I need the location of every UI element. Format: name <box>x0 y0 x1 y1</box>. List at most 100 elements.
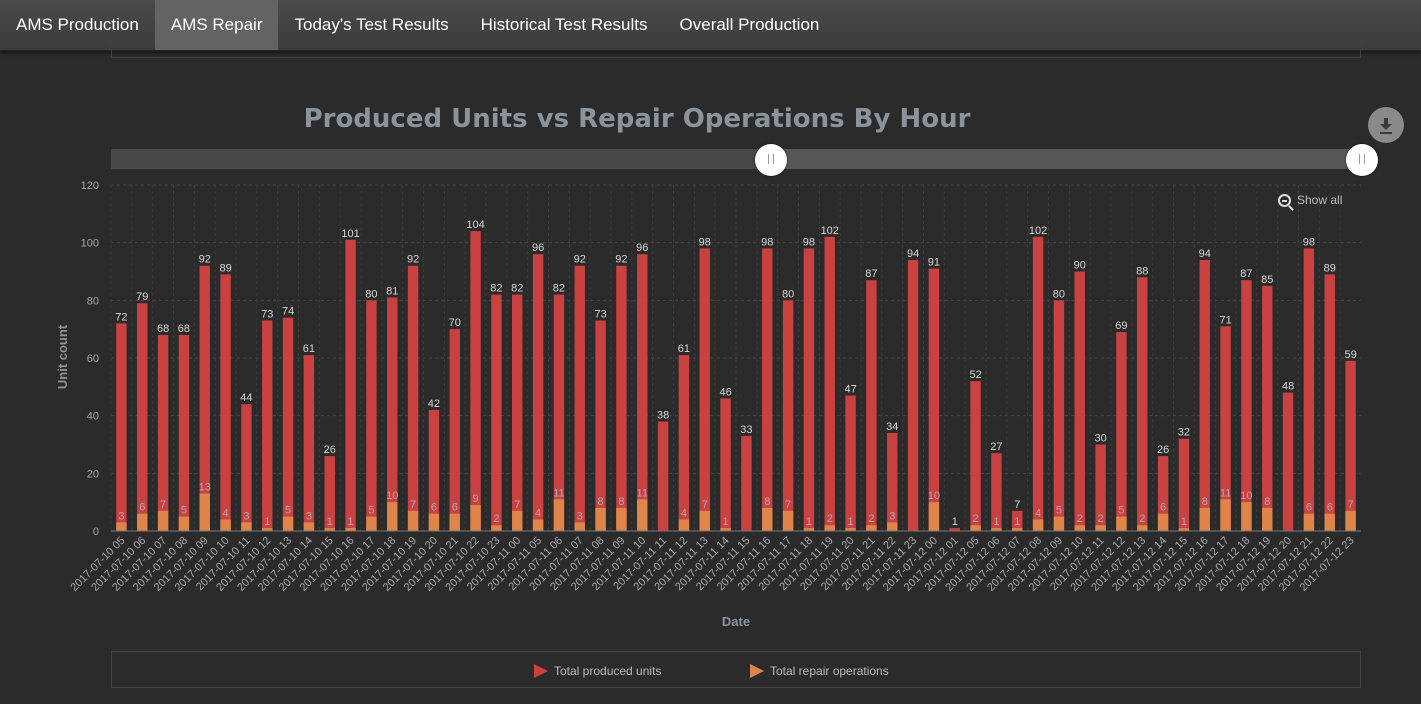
data-label-repair: 2 <box>973 513 979 525</box>
data-label-repair: 5 <box>368 505 374 517</box>
bar-repair <box>303 522 315 531</box>
legend-item-repair[interactable]: Total repair operations <box>750 664 889 678</box>
data-label-produced: 44 <box>240 392 252 404</box>
tab-ams-production[interactable]: AMS Production <box>16 15 139 34</box>
bar-produced <box>1220 326 1231 531</box>
bar-repair <box>116 522 127 531</box>
data-label-produced: 73 <box>594 309 606 321</box>
show-all-button[interactable]: Show all <box>1278 193 1342 207</box>
data-label-repair: 5 <box>1118 505 1124 517</box>
bar-repair <box>616 507 627 531</box>
tab-todays-test-results[interactable]: Today's Test Results <box>294 15 449 34</box>
data-label-produced: 98 <box>761 236 773 248</box>
chart-title: Produced Units vs Repair Operations By H… <box>303 104 971 134</box>
bar-repair <box>262 528 273 531</box>
data-label-produced: 34 <box>886 421 898 433</box>
bar-repair <box>1053 516 1065 531</box>
tab-ams-repair[interactable]: AMS Repair <box>154 0 279 50</box>
bar-repair <box>470 505 481 531</box>
data-label-repair: 7 <box>785 499 791 511</box>
data-label-repair: 7 <box>410 499 416 511</box>
data-label-produced: 104 <box>466 219 484 231</box>
data-label-repair: 7 <box>514 499 520 511</box>
data-label-repair: 1 <box>848 516 854 528</box>
data-label-produced: 87 <box>1240 268 1252 280</box>
range-navigator[interactable] <box>111 149 1361 169</box>
data-label-produced: 80 <box>1053 288 1065 300</box>
legend-item-produced[interactable]: Total produced units <box>534 664 661 678</box>
range-handle-right[interactable] <box>1346 144 1378 176</box>
bar-produced <box>928 268 940 531</box>
data-label-produced: 82 <box>511 283 523 295</box>
data-label-produced: 98 <box>699 236 711 248</box>
bar-produced <box>970 381 981 531</box>
bar-produced <box>1032 236 1044 531</box>
zoom-out-icon <box>1278 193 1291 207</box>
bar-produced <box>1282 392 1294 531</box>
data-label-produced: 32 <box>1178 427 1190 439</box>
data-label-repair: 2 <box>827 513 833 525</box>
data-label-repair: 3 <box>889 510 895 522</box>
bar-repair <box>845 528 856 531</box>
data-label-repair: 2 <box>1139 513 1145 525</box>
bar-produced <box>407 265 419 531</box>
data-label-repair: 11 <box>553 487 564 499</box>
data-label-repair: 2 <box>868 513 874 525</box>
data-label-produced: 94 <box>907 248 919 260</box>
tab-historical-test-results[interactable]: Historical Test Results <box>480 15 648 34</box>
bar-produced <box>428 409 440 531</box>
range-handle-left[interactable] <box>755 144 787 176</box>
data-label-repair: 6 <box>139 502 145 514</box>
bar-repair <box>512 510 523 531</box>
bar-produced <box>1178 438 1190 531</box>
data-label-produced: 81 <box>386 285 398 297</box>
data-label-produced: 33 <box>740 424 752 436</box>
legend-marker-produced-icon <box>534 664 548 678</box>
bar-produced <box>470 231 481 531</box>
bar-repair <box>720 528 731 531</box>
bar-produced <box>157 334 169 531</box>
data-label-produced: 46 <box>719 386 731 398</box>
data-label-repair: 8 <box>598 496 604 508</box>
bar-repair <box>178 516 190 531</box>
data-label-repair: 3 <box>118 510 124 522</box>
data-label-repair: 8 <box>618 496 624 508</box>
bar-produced <box>220 274 231 531</box>
bar-repair <box>1157 513 1169 531</box>
y-axis: 0 20 40 60 80 100 120 <box>81 180 99 538</box>
bar-produced <box>949 528 960 531</box>
legend-label-repair: Total repair operations <box>770 664 889 678</box>
data-label-repair: 10 <box>386 490 398 502</box>
data-label-repair: 5 <box>1056 505 1062 517</box>
range-navigator-track <box>111 149 771 169</box>
data-label-produced: 69 <box>1115 320 1127 332</box>
bar-repair <box>991 528 1002 531</box>
data-label-produced: 26 <box>324 444 336 456</box>
data-label-produced: 82 <box>490 283 502 295</box>
download-button[interactable] <box>1368 107 1404 143</box>
data-label-produced: 72 <box>115 311 127 323</box>
bar-produced <box>1053 300 1065 531</box>
bar-repair <box>1095 525 1106 531</box>
bar-repair <box>782 510 794 531</box>
bar-produced <box>720 398 731 531</box>
data-label-produced: 80 <box>365 288 377 300</box>
bar-produced <box>366 300 377 531</box>
data-label-produced: 80 <box>782 288 794 300</box>
bar-repair <box>532 519 544 531</box>
data-label-produced: 92 <box>199 254 211 266</box>
bar-produced <box>907 259 919 531</box>
data-label-repair: 6 <box>431 502 437 514</box>
tab-overall-production[interactable]: Overall Production <box>679 15 820 34</box>
y-tick-label: 80 <box>87 295 99 307</box>
y-tick-label: 60 <box>87 353 99 365</box>
data-label-produced: 96 <box>636 242 648 254</box>
bar-produced <box>137 303 148 531</box>
data-label-repair: 1 <box>327 516 333 528</box>
data-label-repair: 1 <box>993 516 999 528</box>
data-label-produced: 27 <box>990 441 1002 453</box>
y-tick-label: 40 <box>87 411 99 423</box>
bar-produced <box>553 294 565 531</box>
data-label-repair: 1 <box>1014 516 1020 528</box>
